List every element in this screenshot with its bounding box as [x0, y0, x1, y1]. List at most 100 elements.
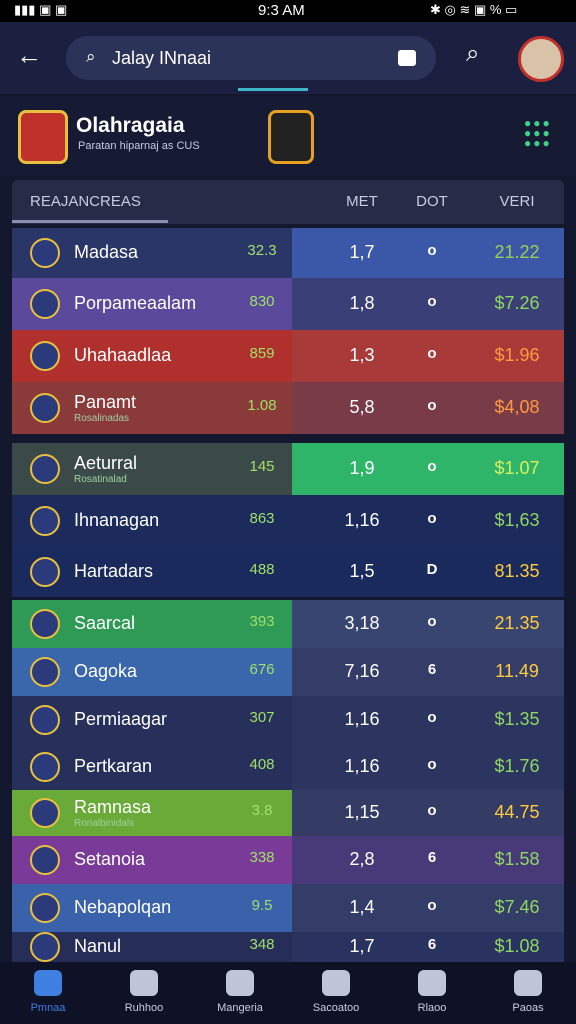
bottom-nav: Pmnaa Ruhhoo Mangeria Sacoatoo Rlaoo Paoas	[0, 962, 576, 1024]
table-row: Saarcal 393 3,18 o 21.35	[12, 600, 564, 648]
search-field[interactable]: ⌕ Jalay INnaai	[66, 36, 436, 80]
search-icon: ⌕	[86, 47, 96, 66]
search-button[interactable]: ⌕	[466, 40, 480, 67]
row-right-bg	[292, 330, 564, 382]
table-row: Aeturral Rosatinalad 145 1,9 o $1.07	[12, 443, 564, 495]
nav-item[interactable]: Rlaoo	[384, 970, 480, 1014]
cell-value: 307	[249, 709, 275, 726]
avatar[interactable]	[518, 36, 564, 82]
cell-value: 21.22	[494, 242, 540, 262]
cell-value: 863	[249, 510, 275, 527]
cell-value: o	[427, 242, 437, 259]
nav-item[interactable]: Mangeria	[192, 970, 288, 1014]
nav-item[interactable]: Sacoatoo	[288, 970, 384, 1014]
nav-label: Rlaoo	[417, 1002, 447, 1014]
team-logo	[30, 341, 60, 371]
team-logo	[30, 845, 60, 875]
cell-value: o	[427, 345, 437, 362]
cell-value: o	[427, 802, 437, 819]
cell-value: 1,16	[344, 756, 380, 776]
row-right-bg	[292, 495, 564, 547]
team-name: Pertkaran	[74, 756, 153, 776]
table-row: Pertkaran 408 1,16 o $1.76	[12, 744, 564, 790]
cell-value: 21.35	[494, 613, 540, 633]
table-row: Panamt Rosalinadas 1.08 5,8 o $4,08	[12, 382, 564, 434]
nav-label: Pmnaa	[30, 1002, 66, 1014]
table-header: REAJANCREAS MET DOT VERI	[12, 180, 564, 224]
row-right-bg	[292, 278, 564, 330]
top-bar: ← ⌕ Jalay INnaai ⌕	[0, 22, 576, 94]
nav-item[interactable]: Pmnaa	[0, 970, 96, 1014]
cell-value: 859	[249, 345, 275, 362]
cell-value: $1.76	[494, 756, 540, 776]
column-header: VERI	[499, 193, 535, 210]
table-row: Nebapolqan 9.5 1,4 o $7.46	[12, 884, 564, 932]
cell-value: o	[427, 897, 437, 914]
cell-value: 1,8	[349, 293, 375, 313]
signal-icons: ▮▮▮ ▣ ▣	[14, 2, 68, 17]
team-logo	[30, 609, 60, 639]
cell-value: $7.26	[494, 293, 540, 313]
row-right-bg	[292, 228, 564, 278]
cell-value: $1.35	[494, 709, 540, 729]
tab-indicator	[238, 88, 308, 91]
team-name: Permiaagar	[74, 709, 168, 729]
cell-value: D	[426, 561, 438, 578]
search-text: Jalay INnaai	[112, 48, 212, 68]
cell-value: 2,8	[349, 849, 375, 869]
row-right-bg	[292, 443, 564, 495]
team-logo	[30, 798, 60, 828]
cell-value: 7,16	[344, 661, 380, 681]
cell-value: 338	[249, 849, 275, 866]
team-name: Madasa	[74, 242, 139, 262]
league-title: Olahragaia	[76, 114, 185, 137]
cell-value: $1.08	[494, 936, 540, 956]
league-subtitle: Paratan hiparnaj as CUS	[78, 140, 200, 152]
nav-icon	[130, 970, 158, 996]
cell-value: 1,5	[349, 561, 375, 581]
team-name: Saarcal	[74, 613, 136, 633]
column-header: MET	[346, 193, 378, 210]
team-logo	[30, 454, 60, 484]
cell-value: 6	[427, 936, 437, 953]
status-bar: ▮▮▮ ▣ ▣ 9:3 AM ✱ ◎ ≋ ▣ % ▭	[0, 0, 576, 22]
menu-grid[interactable]: ●●● ●●● ●●●	[524, 116, 552, 150]
team-logo	[30, 932, 60, 962]
row-right-bg	[292, 744, 564, 790]
team-name: Nebapolqan	[74, 897, 172, 917]
row-right-bg	[292, 884, 564, 932]
table-row: Setanoia 338 2,8 6 $1.58	[12, 836, 564, 884]
cell-value: 348	[249, 936, 275, 953]
cell-value: 145	[249, 458, 275, 475]
cell-value: 5,8	[349, 397, 375, 417]
cell-value: 676	[249, 661, 275, 678]
back-button[interactable]: ←	[16, 40, 42, 70]
clock: 9:3 AM	[258, 2, 305, 19]
team-logo	[30, 657, 60, 687]
cell-value: $1.96	[494, 345, 540, 365]
team-name: Nanul	[74, 936, 122, 956]
table-row: Uhahaadlaa 859 1,3 o $1.96	[12, 330, 564, 382]
row-right-bg	[292, 790, 564, 836]
nav-label: Mangeria	[217, 1002, 263, 1014]
row-right-bg	[292, 696, 564, 744]
team-logo	[30, 893, 60, 923]
header-underline	[12, 220, 168, 223]
table-row: Nanul 348 1,7 6 $1.08	[12, 932, 564, 962]
team-name: Hartadars	[74, 561, 154, 581]
cell-value: 6	[427, 849, 437, 866]
cell-value: 1,16	[344, 510, 380, 530]
nav-item[interactable]: Paoas	[480, 970, 576, 1014]
cell-value: 830	[249, 293, 275, 310]
nav-item[interactable]: Ruhhoo	[96, 970, 192, 1014]
system-icons: ✱ ◎ ≋ ▣ % ▭	[430, 2, 518, 17]
league-logo	[18, 110, 68, 164]
team-name: Ihnanagan	[74, 510, 160, 530]
cell-value: 1,3	[349, 345, 375, 365]
row-right-bg	[292, 600, 564, 648]
cell-value: o	[427, 709, 437, 726]
cell-value: 1,7	[349, 242, 375, 262]
cell-value: o	[427, 458, 437, 475]
league-header: Olahragaia Paratan hiparnaj as CUS ●●● ●●…	[0, 96, 576, 176]
